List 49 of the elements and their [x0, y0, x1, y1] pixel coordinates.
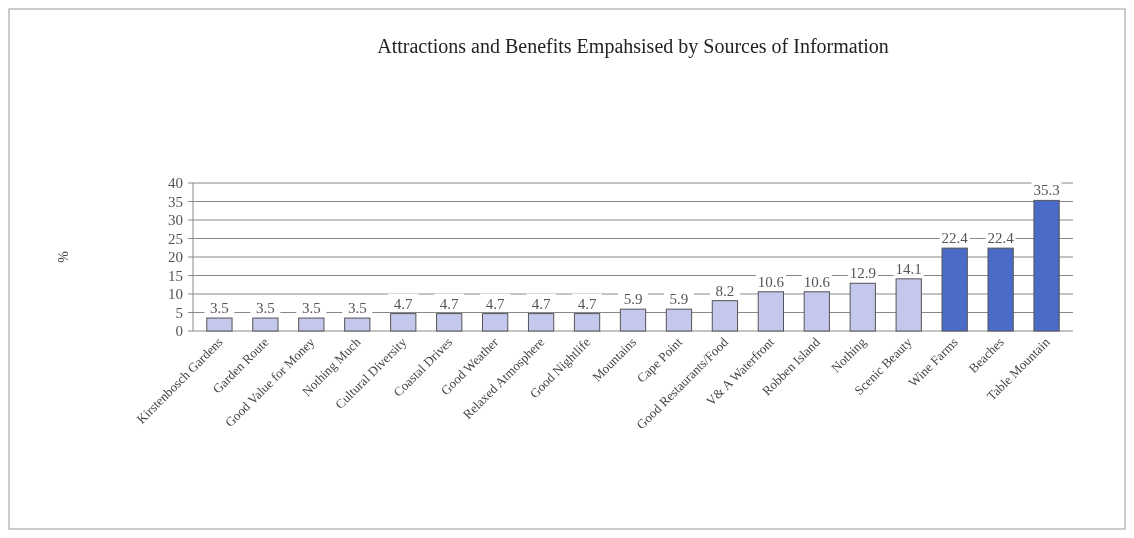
bar: [527, 313, 555, 332]
bar: [206, 317, 233, 332]
data-label: 5.9: [623, 291, 643, 308]
bar: [941, 247, 968, 332]
bar: [849, 282, 876, 332]
bar: [711, 300, 739, 332]
y-tick-label: 35: [168, 193, 183, 210]
y-axis-title: %: [56, 250, 71, 263]
bar: [298, 317, 325, 332]
bar: [987, 247, 1014, 332]
y-tick-label: 30: [168, 212, 183, 229]
bar: [436, 313, 463, 332]
data-label: 12.9: [849, 265, 876, 282]
bar: [803, 291, 830, 332]
y-tick-label: 0: [175, 323, 183, 340]
data-label: 10.6: [757, 273, 785, 290]
data-label: 3.5: [347, 300, 367, 317]
data-label: 4.7: [439, 295, 460, 312]
data-label: 4.7: [531, 295, 551, 312]
bar: [757, 291, 784, 332]
y-tick-label: 20: [168, 249, 183, 266]
bar: [252, 317, 279, 332]
data-label: 3.5: [256, 300, 275, 317]
bar: [344, 317, 371, 332]
bar: [482, 313, 509, 332]
data-label: 3.5: [210, 300, 229, 317]
bar: [619, 308, 647, 332]
bar: [895, 278, 922, 332]
data-label: 35.3: [1033, 182, 1060, 199]
data-label: 22.4: [941, 230, 969, 247]
data-label: 14.1: [895, 260, 922, 277]
bar: [665, 308, 693, 332]
y-tick-label: 5: [175, 304, 183, 321]
data-label: 4.7: [393, 295, 414, 312]
data-label: 4.7: [577, 295, 597, 312]
data-label: 8.2: [715, 282, 735, 299]
bar: [573, 313, 601, 332]
bar: [390, 313, 417, 332]
data-label: 4.7: [485, 295, 506, 312]
bar: [1033, 199, 1060, 332]
data-label: 3.5: [301, 300, 321, 317]
data-label: 22.4: [987, 230, 1015, 247]
y-tick-label: 25: [168, 230, 183, 247]
y-tick-label: 40: [168, 175, 183, 192]
y-tick-label: 15: [168, 267, 183, 284]
data-label: 5.9: [669, 291, 689, 308]
y-tick-label: 10: [168, 286, 183, 303]
chart-title: Attractions and Benefits Empahsised by Sources of Information: [377, 35, 889, 58]
data-label: 10.6: [803, 273, 831, 290]
